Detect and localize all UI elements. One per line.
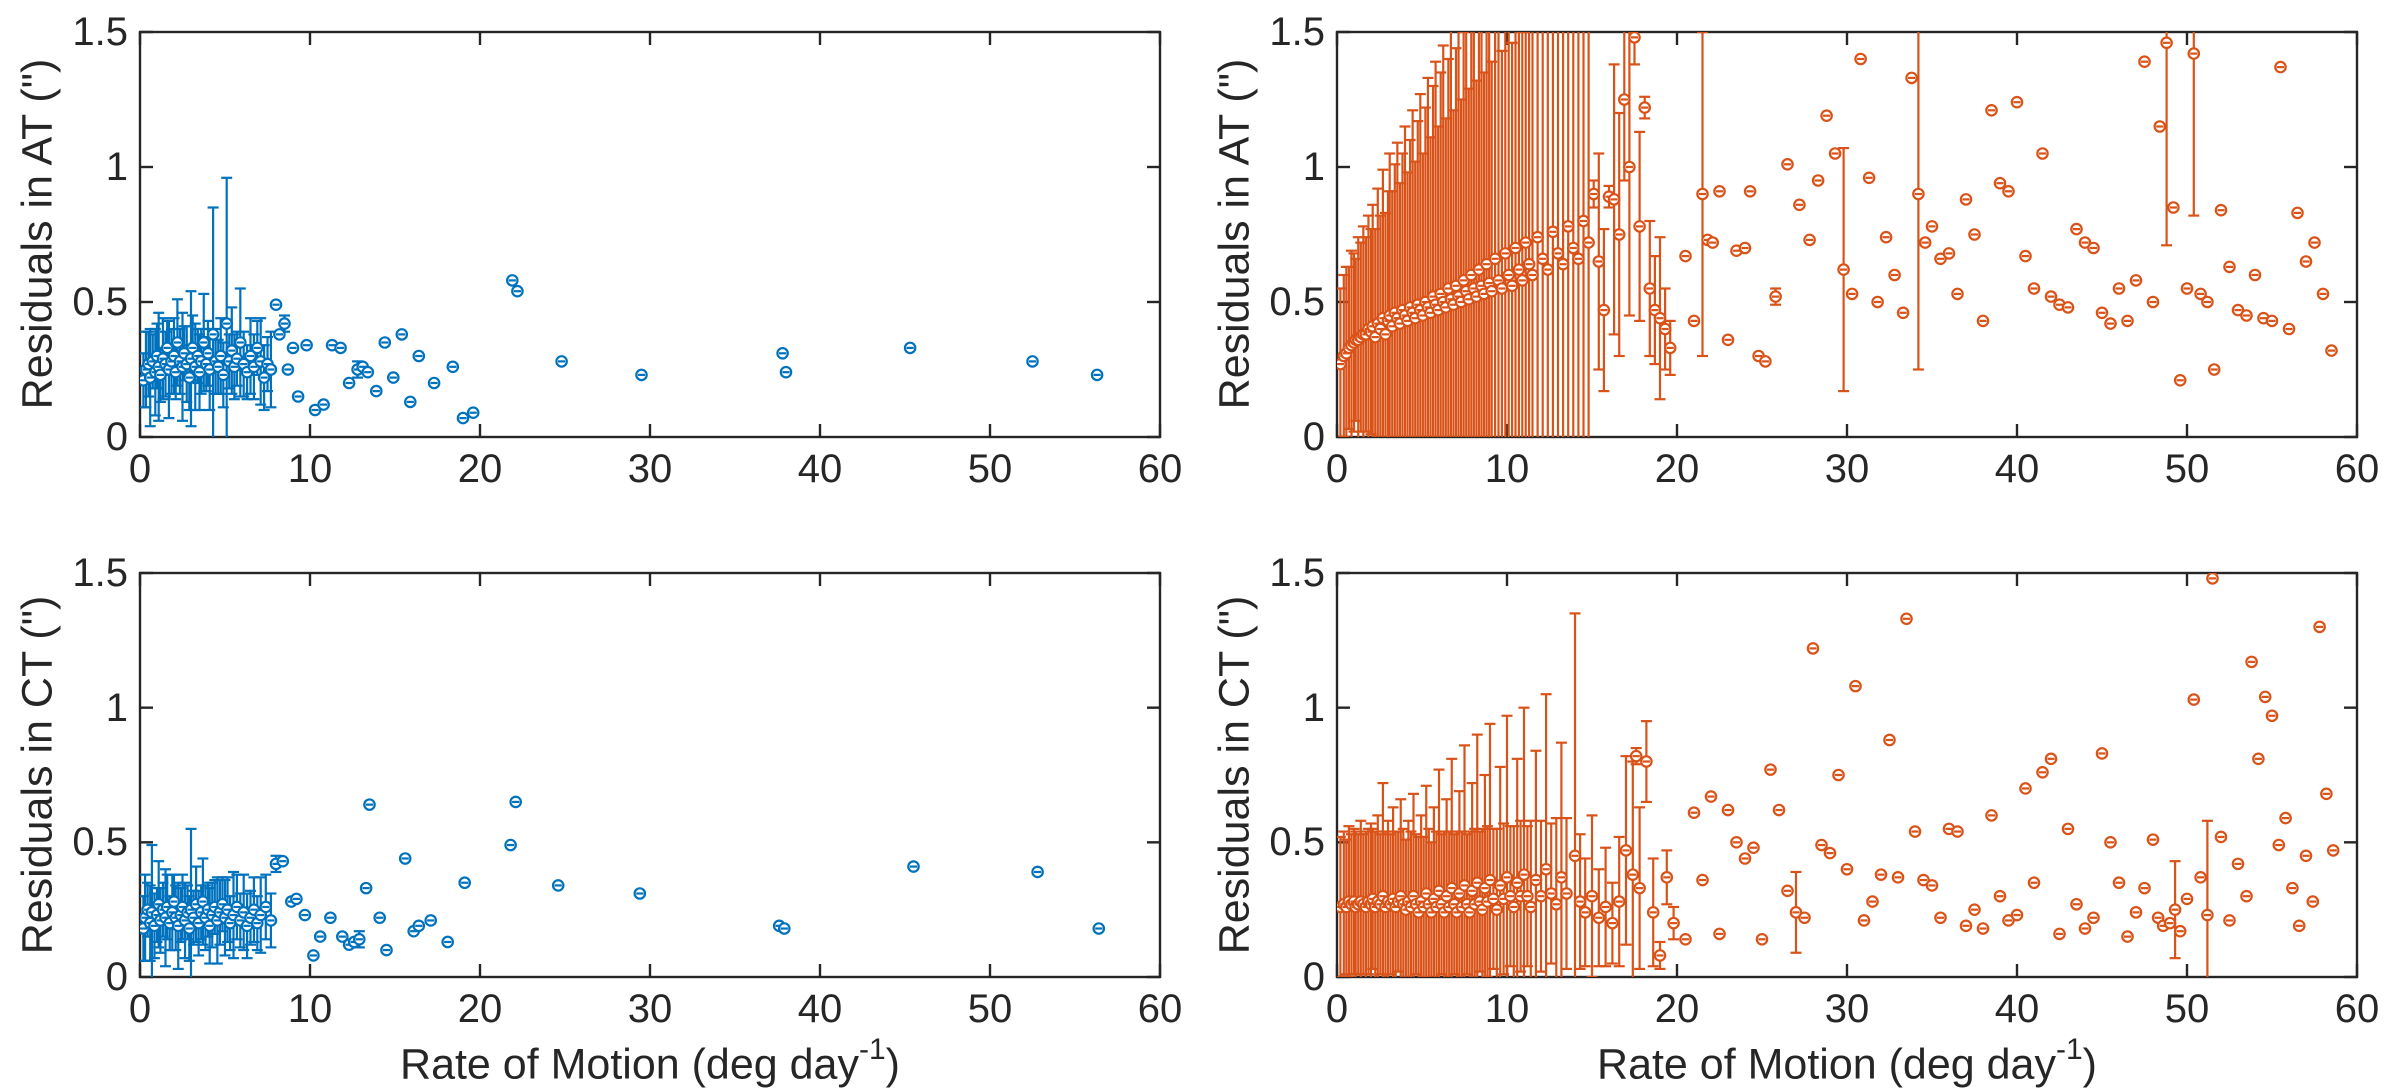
- x-tick-label: 0: [1325, 987, 1349, 1031]
- x-tick-label: 50: [967, 987, 1013, 1031]
- x-tick-label: 60: [1137, 447, 1183, 491]
- x-tick-label: 30: [1824, 447, 1870, 491]
- x-tick-label: 40: [797, 987, 843, 1031]
- x-axis-label-close: ): [2082, 1040, 2097, 1089]
- y-tick-label: 1.5: [72, 10, 128, 54]
- y-axis-label: Residuals in CT ("): [1211, 596, 1260, 955]
- x-tick-label: 10: [1484, 447, 1530, 491]
- x-tick-label: 20: [457, 447, 503, 491]
- x-tick-label: 10: [1484, 987, 1530, 1031]
- x-tick-label: 0: [1325, 447, 1349, 491]
- y-tick-label: 0.5: [72, 280, 128, 324]
- y-axis-label: Residuals in AT ("): [14, 59, 63, 410]
- x-axis-label-superscript: -1: [858, 1033, 886, 1066]
- subplot-residuals-ct-space: Residuals in CT (") 0 0.5 1 1.5 0 10 20 …: [1197, 545, 2394, 1091]
- y-tick-label: 1.5: [72, 551, 128, 595]
- x-tick-label: 30: [627, 447, 673, 491]
- x-tick-label: 30: [627, 987, 673, 1031]
- x-tick-label: 50: [2164, 987, 2210, 1031]
- x-tick-label: 40: [1994, 447, 2040, 491]
- y-tick-label: 0: [1302, 415, 1325, 459]
- y-tick-label: 0: [105, 955, 128, 999]
- y-tick-label: 1.5: [1269, 10, 1325, 54]
- y-tick-label: 1: [1302, 686, 1325, 730]
- x-tick-label: 60: [2334, 447, 2380, 491]
- y-axis-label-text: Residuals in CT ("): [1210, 595, 1259, 955]
- x-tick-label: 10: [287, 987, 333, 1031]
- x-axis-label-text: Rate of Motion (deg day: [400, 1040, 859, 1089]
- x-tick-label: 40: [1994, 987, 2040, 1031]
- plot-area-ct-space: [1335, 571, 2359, 979]
- y-tick-label: 0.5: [1269, 820, 1325, 864]
- x-axis-label: Rate of Motion (deg day-1): [1337, 1033, 2357, 1089]
- y-axis-label-text: Residuals in CT ("): [13, 595, 62, 955]
- plot-area-ct-ground: [138, 571, 1162, 979]
- x-tick-label: 40: [797, 447, 843, 491]
- x-tick-label: 50: [2164, 447, 2210, 491]
- x-tick-label: 60: [1137, 987, 1183, 1031]
- y-tick-label: 1: [1302, 145, 1325, 189]
- x-axis-label-text: Rate of Motion (deg day: [1597, 1040, 2056, 1089]
- y-tick-label: 1: [105, 686, 128, 730]
- subplot-residuals-ct-ground: Residuals in CT (") 0 0.5 1 1.5 0 10 20 …: [0, 545, 1197, 1091]
- x-tick-label: 10: [287, 447, 333, 491]
- y-tick-label: 0.5: [72, 820, 128, 864]
- y-tick-label: 0: [1302, 955, 1325, 999]
- y-tick-label: 1.5: [1269, 551, 1325, 595]
- x-tick-label: 50: [967, 447, 1013, 491]
- y-axis-label-text: Residuals in AT ("): [13, 58, 62, 410]
- y-axis-label-text: Residuals in AT ("): [1210, 58, 1259, 410]
- x-tick-label: 20: [1654, 447, 1700, 491]
- y-tick-label: 1: [105, 145, 128, 189]
- x-axis-label-close: ): [885, 1040, 900, 1089]
- x-tick-label: 30: [1824, 987, 1870, 1031]
- x-tick-label: 20: [1654, 987, 1700, 1031]
- subplot-residuals-at-space: Residuals in AT (") 0 0.5 1 1.5 0 10 20 …: [1197, 0, 2394, 546]
- x-axis-label: Rate of Motion (deg day-1): [140, 1033, 1160, 1089]
- subplot-residuals-at-ground: Residuals in AT (") 0 0.5 1 1.5 0 10 20 …: [0, 0, 1197, 546]
- y-axis-label: Residuals in CT ("): [14, 596, 63, 955]
- plot-area-at-ground: [138, 30, 1162, 439]
- x-tick-label: 60: [2334, 987, 2380, 1031]
- y-tick-label: 0: [105, 415, 128, 459]
- x-tick-label: 0: [128, 447, 152, 491]
- x-tick-label: 0: [128, 987, 152, 1031]
- x-axis-label-superscript: -1: [2055, 1033, 2083, 1066]
- x-tick-label: 20: [457, 987, 503, 1031]
- y-tick-label: 0.5: [1269, 280, 1325, 324]
- y-axis-label: Residuals in AT ("): [1211, 59, 1260, 410]
- plot-area-at-space: [1335, 30, 2359, 439]
